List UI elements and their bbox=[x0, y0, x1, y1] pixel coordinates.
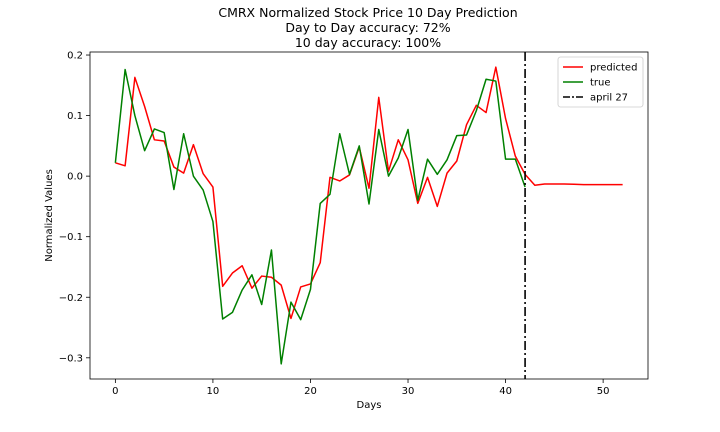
x-tick-label: 50 bbox=[597, 386, 610, 397]
legend: predicted true april 27 bbox=[557, 56, 644, 108]
x-tick-label: 30 bbox=[402, 386, 415, 397]
legend-label: predicted bbox=[590, 63, 637, 74]
chart-title: CMRX Normalized Stock Price 10 Day Predi… bbox=[218, 5, 517, 50]
series-lines bbox=[114, 66, 623, 365]
plot-area bbox=[89, 51, 649, 380]
legend-label: true bbox=[590, 78, 611, 89]
y-axis-label: Normalized Values bbox=[44, 169, 55, 262]
x-tick-label: 0 bbox=[112, 386, 118, 397]
x-tick-label: 40 bbox=[499, 386, 512, 397]
legend-label: april 27 bbox=[590, 93, 628, 104]
y-tick-label: −0.1 bbox=[59, 232, 83, 243]
axis-ticks: 0 10 20 30 40 50 −0.3 −0.2 −0.1 0.0 0.1 0.2 bbox=[59, 51, 610, 397]
x-tick-label: 20 bbox=[304, 386, 317, 397]
title-line-1: Day to Day accuracy: 72% bbox=[285, 20, 450, 35]
series-line-predicted bbox=[115, 66, 623, 320]
x-axis-label: Days bbox=[357, 400, 382, 411]
legend-box bbox=[557, 56, 644, 108]
title-line-2: 10 day accuracy: 100% bbox=[295, 35, 441, 50]
x-tick-label: 10 bbox=[207, 386, 220, 397]
title-line-0: CMRX Normalized Stock Price 10 Day Predi… bbox=[218, 5, 517, 20]
y-tick-label: −0.3 bbox=[59, 353, 83, 364]
series-line-true bbox=[114, 68, 526, 365]
y-tick-label: 0.0 bbox=[67, 172, 83, 183]
y-tick-label: 0.2 bbox=[67, 51, 83, 62]
y-tick-label: 0.1 bbox=[67, 111, 83, 122]
y-tick-label: −0.2 bbox=[59, 293, 83, 304]
